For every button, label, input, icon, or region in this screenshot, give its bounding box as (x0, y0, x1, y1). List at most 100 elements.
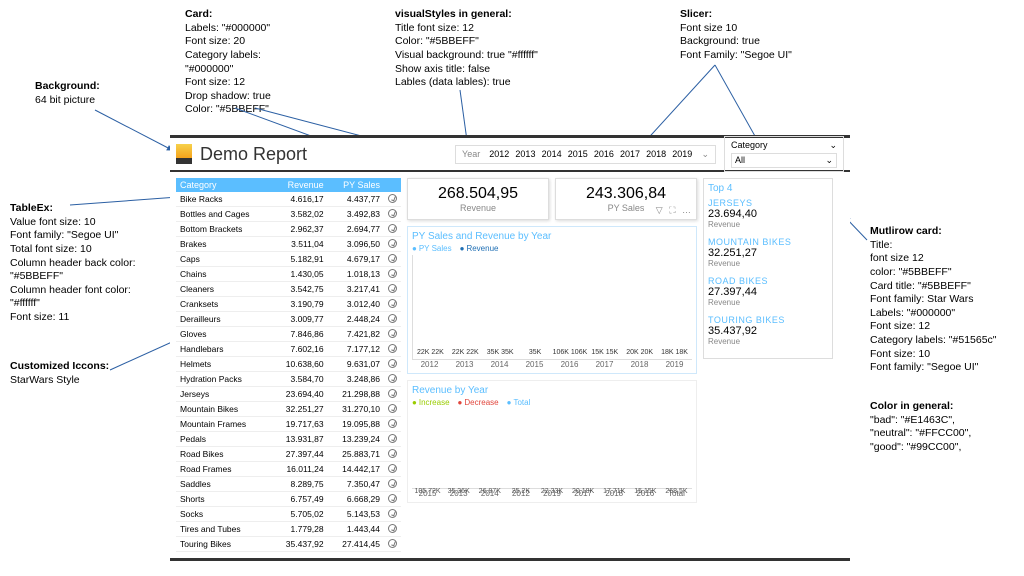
year-slicer-values: 20122013201420152016201720182019 (486, 149, 695, 159)
starwars-icon (388, 419, 397, 428)
category-slicer[interactable]: Category⌄ All⌄ (724, 136, 844, 172)
table-row[interactable]: Chains1.430,051.018,13 (176, 267, 401, 282)
table-row[interactable]: Mountain Frames19.717,6319.095,88 (176, 417, 401, 432)
waterfall-legend: Increase Decrease Total (412, 398, 692, 407)
bar-chart: PY Sales and Revenue by Year PY Sales Re… (407, 226, 697, 374)
starwars-icon (388, 359, 397, 368)
card-label: Revenue (410, 203, 546, 213)
starwars-icon (388, 254, 397, 263)
year-slicer[interactable]: Year 20122013201420152016201720182019 ⌄ (455, 145, 716, 164)
table-row[interactable]: Touring Bikes35.437,9227.414,45 (176, 537, 401, 552)
starwars-icon (388, 209, 397, 218)
starwars-icon (388, 539, 397, 548)
col-revenue[interactable]: Revenue (271, 178, 327, 192)
top4-title: Top 4 (708, 183, 828, 194)
starwars-icon (388, 464, 397, 473)
starwars-icon (388, 329, 397, 338)
waterfall-chart: Revenue by Year Increase Decrease Total … (407, 380, 697, 503)
multirow-item: JERSEYS23.694,40Revenue (708, 198, 828, 229)
starwars-icon (388, 344, 397, 353)
col-category[interactable]: Category (176, 178, 271, 192)
table-row[interactable]: Brakes3.511,043.096,50 (176, 237, 401, 252)
annot-colors: Color in general:"bad": "#E1463C","neutr… (870, 400, 971, 455)
legend-item: PY Sales (412, 244, 452, 253)
chevron-down-icon[interactable]: ⌄ (829, 140, 837, 151)
report-header: Demo Report Year 20122013201420152016201… (170, 138, 850, 172)
annot-tableex: TableEx:Value font size: 10Font family: … (10, 202, 135, 325)
multirow-item: ROAD BIKES27.397,44Revenue (708, 276, 828, 307)
legend-item: Increase (412, 398, 450, 407)
table-body: Bike Racks4.616,174.437,77Bottles and Ca… (176, 192, 401, 552)
table-row[interactable]: Road Frames16.011,2414.442,17 (176, 462, 401, 477)
top4-multirow-card: Top 4 JERSEYS23.694,40Revenue MOUNTAIN BI… (703, 178, 833, 359)
table-row[interactable]: Tires and Tubes1.779,281.443,44 (176, 522, 401, 537)
powerbi-logo-icon (176, 144, 192, 164)
starwars-icon (388, 284, 397, 293)
chevron-down-icon[interactable]: ⌄ (825, 155, 833, 166)
table-row[interactable]: Hydration Packs3.584,703.248,86 (176, 372, 401, 387)
table-row[interactable]: Socks5.705,025.143,53 (176, 507, 401, 522)
multirow-item: MOUNTAIN BIKES32.251,27Revenue (708, 237, 828, 268)
annot-multirow: Mutlirow card:Title: font size 12 color:… (870, 225, 997, 375)
table-row[interactable]: Saddles8.289,757.350,47 (176, 477, 401, 492)
year-slicer-label: Year (462, 149, 480, 159)
table-header-row: Category Revenue PY Sales (176, 178, 401, 192)
starwars-icon (388, 434, 397, 443)
annot-icons: Customized Iccons:StarWars Style (10, 360, 109, 387)
starwars-icon (388, 299, 397, 308)
table-row[interactable]: Cranksets3.190,793.012,40 (176, 297, 401, 312)
card-revenue: 268.504,95 Revenue (407, 178, 549, 220)
table-row[interactable]: Mountain Bikes32.251,2731.270,10 (176, 402, 401, 417)
starwars-icon (388, 194, 397, 203)
table-row[interactable]: Derailleurs3.009,772.448,24 (176, 312, 401, 327)
chart-legend: PY Sales Revenue (412, 244, 692, 253)
legend-item: Decrease (458, 398, 499, 407)
table-row[interactable]: Caps5.182,914.679,17 (176, 252, 401, 267)
legend-item: Revenue (460, 244, 499, 253)
starwars-icon (388, 494, 397, 503)
table-row[interactable]: Bottles and Cages3.582,023.492,83 (176, 207, 401, 222)
table-row[interactable]: Pedals13.931,8713.239,24 (176, 432, 401, 447)
bar-chart-xaxis: 20122013201420152016201720182019 (412, 360, 692, 369)
annot-slicer: Slicer:Font size 10Background: trueFont … (680, 8, 792, 63)
multirow-item: TOURING BIKES35.437,92Revenue (708, 315, 828, 346)
annot-card: Card:Labels: "#000000"Font size: 20Categ… (185, 8, 271, 117)
demo-report: Demo Report Year 20122013201420152016201… (170, 135, 850, 561)
annot-lines: 64 bit picture (35, 94, 100, 108)
chart-title: Revenue by Year (412, 385, 692, 396)
card-value: 243.306,84 (558, 185, 694, 203)
card-value: 268.504,95 (410, 185, 546, 203)
starwars-icon (388, 314, 397, 323)
starwars-icon (388, 224, 397, 233)
starwars-icon (388, 479, 397, 488)
annot-visualstyles: visualStyles in general:Title font size:… (395, 8, 538, 90)
table-row[interactable]: Cleaners3.542,753.217,41 (176, 282, 401, 297)
starwars-icon (388, 389, 397, 398)
legend-item: Total (507, 398, 531, 407)
table-row[interactable]: Jerseys23.694,4021.298,88 (176, 387, 401, 402)
table-row[interactable]: Bottom Brackets2.962,372.694,77 (176, 222, 401, 237)
starwars-icon (388, 239, 397, 248)
category-slicer-value: All (735, 155, 745, 166)
starwars-icon (388, 509, 397, 518)
starwars-icon (388, 269, 397, 278)
table-row[interactable]: Shorts6.757,496.668,29 (176, 492, 401, 507)
starwars-icon (388, 404, 397, 413)
table-row[interactable]: Road Bikes27.397,4425.883,71 (176, 447, 401, 462)
table-row[interactable]: Helmets10.638,609.631,07 (176, 357, 401, 372)
chevron-down-icon[interactable]: ⌄ (701, 149, 709, 160)
top4-items: JERSEYS23.694,40Revenue MOUNTAIN BIKES32.… (708, 198, 828, 346)
bar-chart-plot: 22K 22K22K 22K35K 35K35K106K 106K15K 15K… (412, 255, 692, 360)
starwars-icon (388, 524, 397, 533)
col-pysales[interactable]: PY Sales (328, 178, 384, 192)
table-row[interactable]: Bike Racks4.616,174.437,77 (176, 192, 401, 207)
card-toolbar[interactable]: ▽ ⛶ … (656, 205, 693, 216)
starwars-icon (388, 449, 397, 458)
starwars-icon (388, 374, 397, 383)
chart-title: PY Sales and Revenue by Year (412, 231, 692, 242)
report-title: Demo Report (200, 144, 307, 165)
waterfall-plot: 105,72K35,36K26,87K25,2K22,33K20,18K17,7… (412, 409, 692, 489)
col-icon (384, 178, 401, 192)
table-row[interactable]: Gloves7.846,867.421,82 (176, 327, 401, 342)
table-row[interactable]: Handlebars7.602,167.177,12 (176, 342, 401, 357)
